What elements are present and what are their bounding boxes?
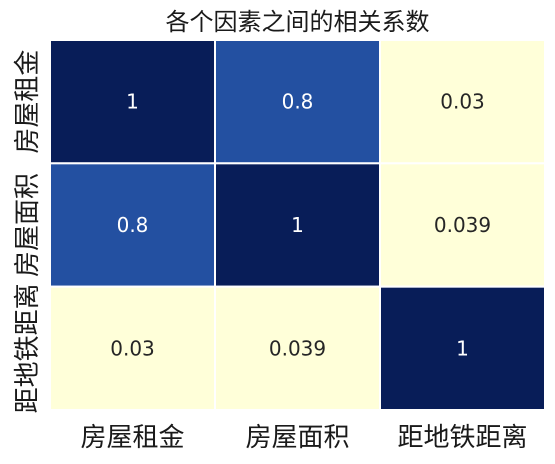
cell-label-0-0: 1 [126,90,139,114]
heatmap-cell-2-0 [49,285,216,411]
cell-label-2-1: 0.039 [269,336,326,360]
x-tick-label-2: 距地铁距离 [397,423,527,453]
y-tick-label-0: 房屋租金 [13,50,43,154]
heatmap-cell-0-2 [379,39,546,165]
y-tick-label-2: 距地铁距离 [13,283,43,413]
cell-label-1-0: 0.8 [117,213,149,237]
heatmap-cell-2-1 [214,285,381,411]
cell-label-1-1: 1 [291,213,304,237]
cell-label-2-0: 0.03 [110,336,155,360]
cell-label-1-2: 0.039 [434,213,491,237]
x-tick-label-0: 房屋租金 [80,423,184,453]
y-tick-label-1: 房屋面积 [13,173,43,277]
cell-label-2-2: 1 [456,336,469,360]
chart-title: 各个因素之间的相关系数 [166,8,430,36]
x-tick-label-1: 房屋面积 [245,423,349,453]
heatmap-cell-1-0 [49,162,216,288]
heatmap-cell-2-2 [379,285,546,411]
heatmap-cell-0-1 [214,39,381,165]
cell-label-0-2: 0.03 [440,90,485,114]
heatmap-cell-1-2 [379,162,546,288]
heatmap-cell-0-0 [49,39,216,165]
cell-label-0-1: 0.8 [282,90,314,114]
